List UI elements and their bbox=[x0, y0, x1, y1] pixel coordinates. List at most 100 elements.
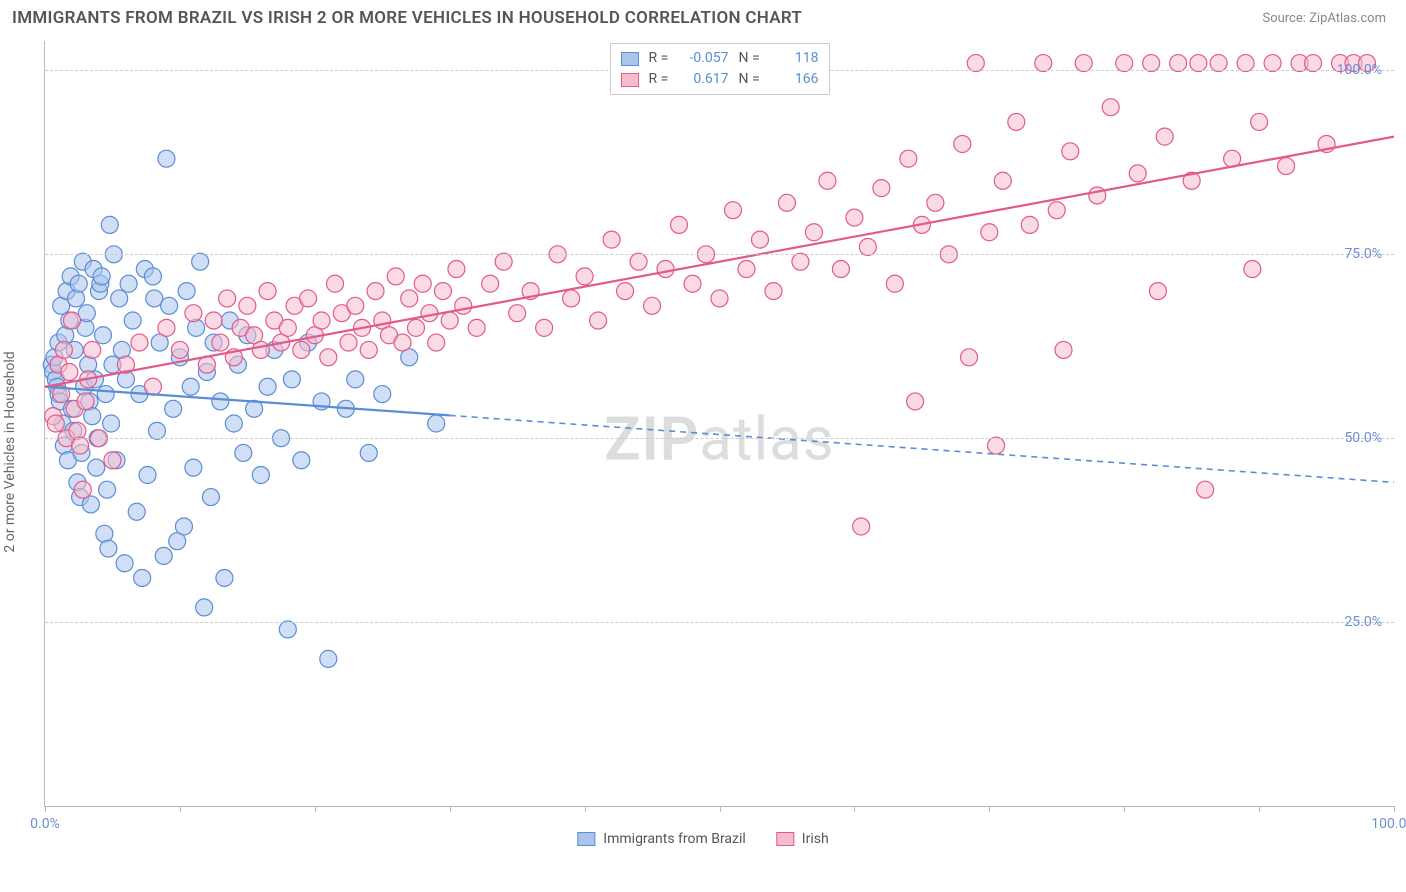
data-point bbox=[509, 305, 526, 322]
data-point bbox=[225, 415, 242, 432]
r-value-irish: 0.617 bbox=[683, 69, 729, 90]
data-point bbox=[192, 253, 209, 270]
data-point bbox=[482, 275, 499, 292]
data-point bbox=[1062, 143, 1079, 160]
data-point bbox=[711, 290, 728, 307]
data-point bbox=[1075, 55, 1092, 72]
data-point bbox=[832, 261, 849, 278]
data-point bbox=[340, 334, 357, 351]
data-point bbox=[148, 422, 165, 439]
y-tick-label: 25.0% bbox=[1344, 614, 1382, 630]
data-point bbox=[1035, 55, 1052, 72]
data-point bbox=[1237, 55, 1254, 72]
data-point bbox=[216, 569, 233, 586]
x-tick bbox=[1124, 806, 1125, 812]
x-tick bbox=[854, 806, 855, 812]
data-point bbox=[407, 319, 424, 336]
data-point bbox=[819, 172, 836, 189]
data-point bbox=[47, 415, 64, 432]
data-point bbox=[563, 290, 580, 307]
data-point bbox=[455, 297, 472, 314]
data-point bbox=[196, 599, 213, 616]
data-point bbox=[185, 459, 202, 476]
swatch-irish-icon bbox=[776, 832, 794, 846]
data-point bbox=[1008, 113, 1025, 130]
x-tick bbox=[1394, 806, 1395, 812]
data-point bbox=[70, 275, 87, 292]
data-point bbox=[778, 194, 795, 211]
legend-item-brazil: Immigrants from Brazil bbox=[577, 831, 746, 847]
y-tick-label: 100.0% bbox=[1337, 62, 1382, 78]
bottom-legend: Immigrants from Brazil Irish bbox=[577, 831, 828, 847]
data-point bbox=[886, 275, 903, 292]
stats-row-brazil: R = -0.057 N = 118 bbox=[621, 48, 819, 69]
data-point bbox=[684, 275, 701, 292]
data-point bbox=[235, 444, 252, 461]
data-point bbox=[327, 275, 344, 292]
gridline bbox=[45, 438, 1394, 439]
data-point bbox=[320, 349, 337, 366]
gridline bbox=[45, 254, 1394, 255]
source-label: Source: ZipAtlas.com bbox=[1262, 11, 1386, 26]
swatch-brazil-icon bbox=[621, 52, 639, 66]
data-point bbox=[1102, 99, 1119, 116]
data-point bbox=[259, 283, 276, 300]
chart-title: IMMIGRANTS FROM BRAZIL VS IRISH 2 OR MOR… bbox=[12, 8, 802, 28]
data-point bbox=[188, 319, 205, 336]
data-point bbox=[414, 275, 431, 292]
legend-label-brazil: Immigrants from Brazil bbox=[603, 831, 746, 847]
data-point bbox=[387, 268, 404, 285]
data-point bbox=[630, 253, 647, 270]
data-point bbox=[401, 290, 418, 307]
data-point bbox=[988, 437, 1005, 454]
x-tick bbox=[180, 806, 181, 812]
x-tick bbox=[1259, 806, 1260, 812]
data-point bbox=[155, 547, 172, 564]
data-point bbox=[161, 297, 178, 314]
data-point bbox=[205, 312, 222, 329]
data-point bbox=[1170, 55, 1187, 72]
data-point bbox=[158, 319, 175, 336]
data-point bbox=[1210, 55, 1227, 72]
data-point bbox=[603, 231, 620, 248]
x-tick bbox=[315, 806, 316, 812]
data-point bbox=[428, 415, 445, 432]
data-point bbox=[111, 290, 128, 307]
x-tick bbox=[450, 806, 451, 812]
data-point bbox=[252, 341, 269, 358]
chart-container: 2 or more Vehicles in Household ZIPatlas… bbox=[0, 35, 1406, 853]
data-point bbox=[293, 341, 310, 358]
stats-row-irish: R = 0.617 N = 166 bbox=[621, 69, 819, 90]
swatch-brazil-icon bbox=[577, 832, 595, 846]
data-point bbox=[144, 268, 161, 285]
data-point bbox=[93, 268, 110, 285]
x-tick bbox=[45, 806, 46, 812]
data-point bbox=[219, 290, 236, 307]
data-point bbox=[175, 518, 192, 535]
data-point bbox=[907, 393, 924, 410]
data-point bbox=[859, 238, 876, 255]
data-point bbox=[1129, 165, 1146, 182]
data-point bbox=[495, 253, 512, 270]
data-point bbox=[428, 334, 445, 351]
data-point bbox=[88, 459, 105, 476]
r-label: R = bbox=[649, 69, 673, 90]
data-point bbox=[900, 150, 917, 167]
data-point bbox=[283, 371, 300, 388]
r-value-brazil: -0.057 bbox=[683, 48, 729, 69]
stats-legend-box: R = -0.057 N = 118 R = 0.617 N = 166 bbox=[610, 43, 830, 95]
data-point bbox=[1116, 55, 1133, 72]
n-label: N = bbox=[739, 48, 763, 69]
y-tick-label: 75.0% bbox=[1344, 246, 1382, 262]
data-point bbox=[63, 312, 80, 329]
data-point bbox=[536, 319, 553, 336]
data-point bbox=[116, 555, 133, 572]
data-point bbox=[765, 283, 782, 300]
swatch-irish-icon bbox=[621, 73, 639, 87]
gridline bbox=[45, 622, 1394, 623]
data-point bbox=[100, 540, 117, 557]
x-tick-label: 0.0% bbox=[30, 816, 60, 832]
data-point bbox=[441, 312, 458, 329]
data-point bbox=[590, 312, 607, 329]
data-point bbox=[421, 305, 438, 322]
